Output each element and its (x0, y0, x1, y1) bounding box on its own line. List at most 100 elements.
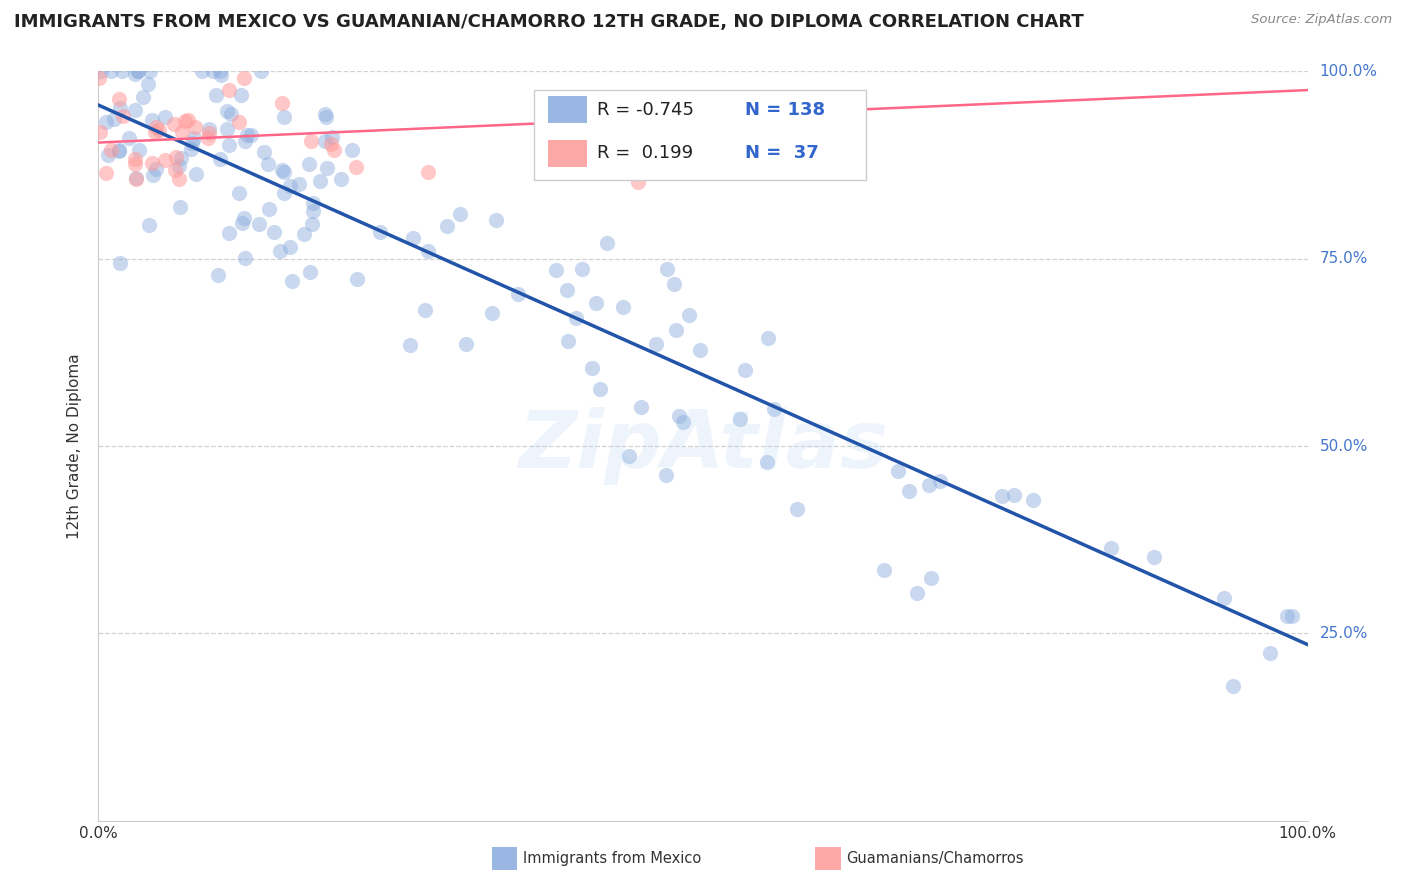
Point (321, 137, 343, 152)
Point (127, 64, 149, 78)
Point (991, 489, 1014, 503)
Point (167, 171, 190, 186)
Point (508, 287, 530, 301)
Point (485, 213, 508, 227)
Point (124, 156, 146, 170)
Point (218, 82, 240, 96)
Point (181, 136, 204, 150)
Point (1212, 591, 1234, 605)
Point (228, 114, 250, 128)
Point (229, 87, 252, 102)
Point (873, 563, 896, 577)
Point (297, 156, 319, 170)
Point (163, 162, 186, 177)
Point (138, 218, 160, 232)
Point (94, 166, 117, 180)
Point (184, 167, 207, 181)
Point (456, 336, 478, 351)
Point (321, 130, 343, 145)
Point (929, 475, 952, 489)
Point (204, 88, 226, 103)
Point (145, 120, 167, 134)
Text: 50.0%: 50.0% (1320, 439, 1368, 453)
Point (1099, 541, 1122, 556)
Point (298, 265, 321, 279)
Point (905, 586, 928, 600)
Point (756, 454, 779, 468)
Point (127, 64, 149, 78)
Point (301, 217, 323, 231)
Point (315, 110, 337, 124)
Point (139, 64, 162, 78)
Point (136, 77, 159, 91)
Text: N =  37: N = 37 (745, 144, 820, 162)
Point (209, 152, 232, 166)
Point (665, 323, 688, 337)
Point (233, 70, 256, 85)
Point (215, 103, 238, 118)
Point (233, 134, 256, 148)
Point (97, 148, 120, 162)
Point (111, 110, 134, 124)
Point (270, 95, 292, 110)
Point (585, 296, 607, 310)
Point (208, 64, 231, 78)
Point (316, 161, 339, 175)
Point (654, 467, 676, 482)
Point (281, 274, 304, 288)
Point (108, 101, 131, 115)
Point (169, 159, 191, 173)
Point (571, 262, 593, 277)
Point (630, 400, 652, 414)
Point (402, 231, 425, 245)
Point (546, 262, 568, 277)
Point (148, 123, 170, 137)
Point (399, 338, 422, 352)
Point (198, 122, 221, 136)
Point (107, 144, 129, 158)
Point (278, 179, 301, 194)
Point (269, 244, 291, 259)
Point (292, 227, 315, 242)
Point (340, 144, 363, 158)
Point (270, 162, 292, 177)
Text: Guamanians/Chamorros: Guamanians/Chamorros (846, 851, 1024, 865)
Point (231, 216, 253, 230)
Point (278, 240, 301, 254)
Point (1258, 646, 1281, 660)
Point (125, 172, 148, 186)
Point (920, 571, 942, 585)
Point (273, 186, 295, 200)
Point (449, 207, 471, 221)
Point (1022, 493, 1045, 508)
Point (257, 202, 280, 216)
Point (1142, 549, 1164, 564)
Point (887, 464, 910, 478)
Point (233, 252, 256, 266)
Point (678, 308, 700, 322)
Text: 75.0%: 75.0% (1320, 252, 1368, 266)
Point (288, 177, 311, 191)
FancyBboxPatch shape (534, 90, 866, 180)
Point (596, 135, 619, 149)
Point (1222, 679, 1244, 693)
Point (153, 153, 176, 167)
Point (1281, 609, 1303, 624)
Bar (548, 139, 586, 167)
Point (299, 134, 322, 148)
Point (257, 157, 280, 171)
Point (250, 64, 273, 78)
Point (221, 107, 243, 121)
Point (125, 171, 148, 186)
Text: 25.0%: 25.0% (1320, 626, 1368, 640)
Point (323, 143, 346, 157)
Point (173, 113, 195, 128)
Point (197, 130, 219, 145)
Point (190, 64, 212, 78)
Point (301, 195, 323, 210)
Point (315, 106, 337, 120)
Point (218, 137, 240, 152)
Point (273, 110, 295, 124)
Point (1275, 608, 1298, 623)
Point (233, 211, 256, 226)
